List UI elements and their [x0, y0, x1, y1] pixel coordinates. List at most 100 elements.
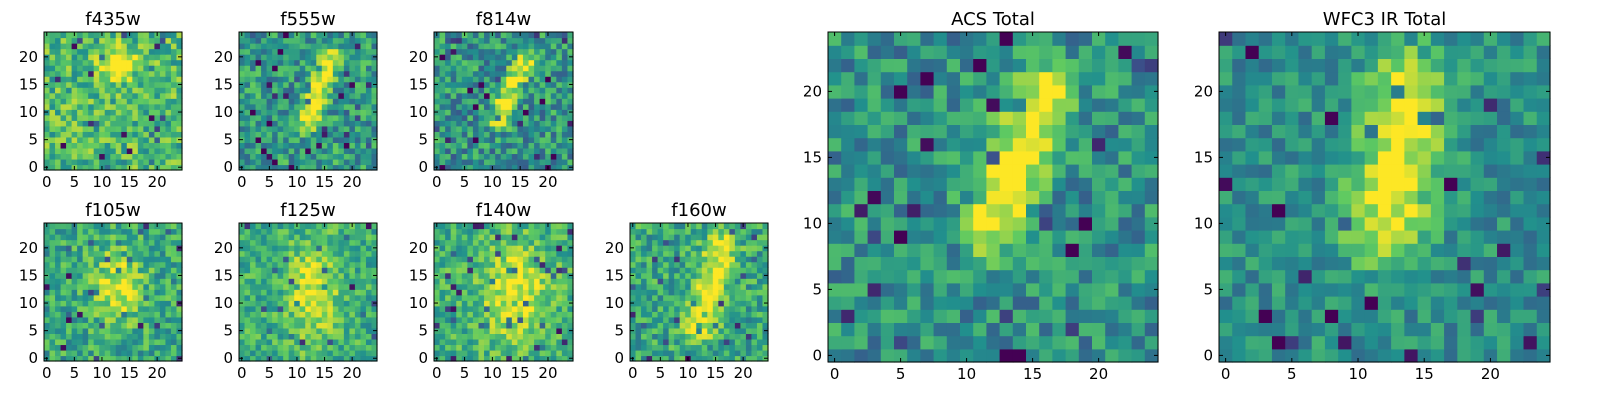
heatmap-cell [534, 349, 541, 357]
heatmap-cell [126, 81, 133, 88]
heatmap-cell [294, 125, 301, 132]
heatmap-cell [66, 234, 73, 241]
heatmap-cell [77, 164, 84, 171]
heatmap-cell [973, 164, 987, 178]
heatmap-cell [299, 311, 306, 318]
heatmap-cell [154, 103, 161, 110]
heatmap-cell [77, 245, 84, 252]
heatmap-cell [316, 125, 323, 132]
heatmap-cell [283, 300, 290, 307]
heatmap-cell [517, 283, 524, 290]
heatmap-cell [316, 239, 323, 246]
y-tick-label: 20 [19, 48, 38, 66]
heatmap-cell [484, 245, 491, 252]
heatmap-cell [294, 54, 301, 61]
heatmap-cell [126, 87, 133, 94]
heatmap-cell [88, 311, 95, 318]
heatmap-cell [734, 223, 741, 230]
heatmap-cell [517, 147, 524, 155]
heatmap-cell [511, 272, 518, 279]
heatmap-cell [244, 239, 251, 246]
heatmap-cell [439, 278, 446, 285]
heatmap-cell [148, 87, 155, 94]
heatmap-cell [528, 344, 535, 351]
heatmap-cell [567, 256, 574, 263]
heatmap-cell [354, 158, 362, 166]
heatmap-cell [277, 322, 284, 329]
heatmap-cell [99, 48, 106, 55]
heatmap-cell [556, 92, 563, 99]
heatmap-cell [439, 92, 446, 99]
heatmap-cell [556, 43, 563, 50]
heatmap-cell [745, 278, 753, 285]
heatmap-cell [49, 153, 56, 160]
heatmap-cell [1012, 216, 1027, 231]
heatmap-cell [973, 348, 987, 363]
heatmap-cell [467, 289, 474, 296]
heatmap-cell [310, 322, 317, 329]
heatmap-cell [261, 283, 268, 290]
heatmap-cell [137, 54, 144, 61]
heatmap-cell [299, 164, 306, 171]
heatmap-cell [66, 147, 73, 155]
heatmap-cell [371, 228, 378, 235]
heatmap-cell [255, 153, 262, 160]
heatmap-cell [310, 355, 317, 362]
heatmap-cell [159, 338, 167, 346]
heatmap-cell [456, 131, 463, 138]
heatmap-cell [723, 223, 730, 230]
heatmap-cell [450, 228, 457, 235]
heatmap-cell [371, 59, 378, 66]
heatmap-cell [745, 349, 753, 357]
heatmap-cell [550, 267, 557, 274]
heatmap-cell [283, 92, 290, 99]
heatmap-cell [60, 142, 67, 149]
heatmap-cell [880, 309, 895, 323]
heatmap-cell [986, 322, 1001, 337]
heatmap-cell [545, 333, 552, 340]
heatmap-cell [137, 228, 144, 235]
heatmap-cell [461, 234, 468, 241]
heatmap-cell [762, 278, 769, 285]
heatmap-cell [148, 333, 155, 340]
heatmap-cell [165, 158, 172, 166]
heatmap-cell [126, 316, 133, 323]
heatmap-cell [756, 228, 764, 235]
heatmap-cell [244, 32, 251, 39]
heatmap-cell [517, 278, 524, 285]
heatmap-cell [517, 125, 524, 132]
heatmap-cell [60, 278, 67, 285]
heatmap-cell [986, 296, 1001, 310]
heatmap-cell [266, 59, 273, 66]
heatmap-cell [250, 59, 257, 66]
heatmap-cell [332, 327, 339, 334]
heatmap-cell [467, 338, 474, 346]
heatmap-cell [316, 158, 323, 166]
heatmap-cell [646, 283, 653, 290]
heatmap-cell [294, 158, 301, 166]
heatmap-cell [545, 114, 552, 121]
heatmap-cell [88, 256, 95, 263]
heatmap-cell [132, 81, 139, 88]
heatmap-cell [467, 333, 474, 340]
heatmap-cell [349, 300, 356, 307]
heatmap-cell [657, 300, 664, 307]
heatmap-cell [522, 70, 530, 77]
heatmap-cell [93, 355, 100, 362]
heatmap-cell [907, 216, 921, 231]
heatmap-cell [71, 37, 78, 44]
heatmap-cell [907, 296, 921, 310]
heatmap-cell [49, 32, 56, 39]
heatmap-cell [255, 311, 262, 318]
heatmap-cell [305, 278, 312, 285]
heatmap-cell [176, 87, 183, 94]
heatmap-cell [740, 327, 747, 334]
heatmap-cell [500, 250, 507, 257]
heatmap-cell [495, 283, 502, 290]
heatmap-cell [522, 261, 530, 268]
heatmap-cell [115, 305, 122, 312]
heatmap-cell [461, 43, 468, 50]
heatmap-cell [321, 76, 328, 83]
heatmap-cell [522, 349, 530, 357]
heatmap-cell [635, 261, 642, 268]
